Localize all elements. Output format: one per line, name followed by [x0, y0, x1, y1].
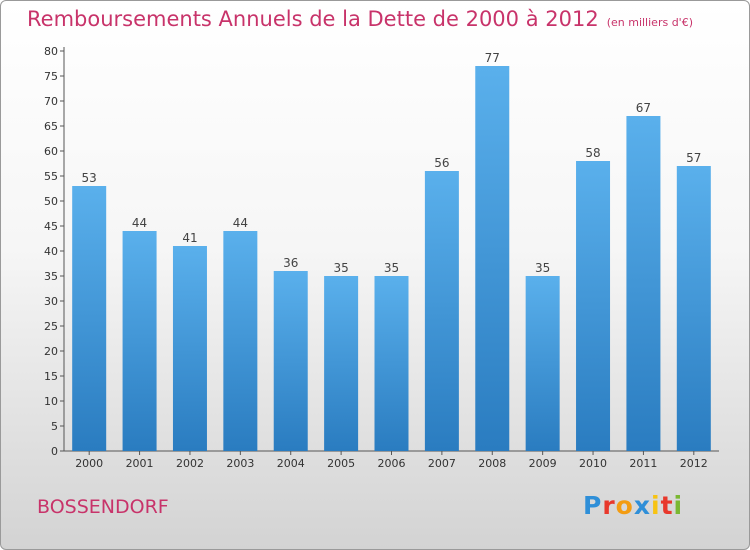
x-tick-label: 2001	[126, 457, 154, 470]
bar-value-label: 57	[686, 151, 701, 165]
logo-letter: t	[660, 491, 674, 520]
bar-value-label: 77	[485, 51, 500, 65]
bar-value-label: 35	[333, 261, 348, 275]
bar-value-label: 36	[283, 256, 298, 270]
y-axis: 0 5 10 15 20 25 30 35 40 45 50 55 60 65 70 75 80	[44, 45, 65, 458]
bar	[374, 276, 409, 451]
chart-title: Remboursements Annuels de la Dette de 20…	[27, 7, 693, 31]
bar	[475, 66, 510, 451]
bar	[626, 116, 661, 451]
town-name: BOSSENDORF	[37, 496, 169, 518]
bar	[223, 231, 258, 451]
chart-title-text: Remboursements Annuels de la Dette de 20…	[27, 7, 599, 31]
y-tick-label: 75	[44, 70, 58, 83]
bar	[424, 171, 459, 451]
bar	[576, 161, 611, 451]
bar	[72, 186, 107, 451]
y-tick-label: 80	[44, 45, 58, 58]
bar-value-label: 35	[384, 261, 399, 275]
y-tick-label: 15	[44, 370, 58, 383]
bar	[324, 276, 359, 451]
y-tick-label: 35	[44, 270, 58, 283]
x-tick-label: 2011	[629, 457, 657, 470]
logo-letter: r	[602, 491, 616, 520]
x-tick-label: 2008	[478, 457, 506, 470]
y-tick-label: 20	[44, 345, 58, 358]
bar	[273, 271, 308, 451]
chart-unit: (en milliers d'€)	[606, 16, 693, 29]
y-tick-label: 5	[51, 420, 58, 433]
bar	[676, 166, 711, 451]
x-tick-label: 2009	[529, 457, 557, 470]
x-tick-label: 2010	[579, 457, 607, 470]
bar-value-label: 56	[434, 156, 449, 170]
bar-value-label: 58	[585, 146, 600, 160]
logo-letter: o	[615, 491, 634, 520]
bar-value-label: 44	[233, 216, 248, 230]
bar-value-label: 44	[132, 216, 147, 230]
bar-value-label: 41	[182, 231, 197, 245]
x-tick-label: 2012	[680, 457, 708, 470]
bar	[122, 231, 157, 451]
x-axis: 2000 2001 2002 2003 2004 2005 2006 2007 2008 2009…	[64, 450, 719, 470]
x-tick-label: 2006	[378, 457, 406, 470]
y-tick-label: 25	[44, 320, 58, 333]
y-tick-label: 50	[44, 195, 58, 208]
x-tick-label: 2002	[176, 457, 204, 470]
y-tick-label: 65	[44, 120, 58, 133]
y-tick-label: 70	[44, 95, 58, 108]
y-tick-label: 45	[44, 220, 58, 233]
bar	[172, 246, 207, 451]
logo-letter: P	[583, 491, 603, 520]
logo-letter: x	[633, 491, 651, 520]
bar-value-label: 53	[82, 171, 97, 185]
x-tick-label: 2007	[428, 457, 456, 470]
y-tick-label: 0	[51, 445, 58, 458]
y-tick-label: 30	[44, 295, 58, 308]
x-tick-label: 2003	[226, 457, 254, 470]
bar-value-label: 35	[535, 261, 550, 275]
logo-letter: i	[673, 491, 684, 520]
bar-value-label: 67	[636, 101, 651, 115]
x-tick-label: 2005	[327, 457, 355, 470]
y-tick-label: 55	[44, 170, 58, 183]
bars: 53 44 41 44 36 35 35 56 77 35 58 67 57	[72, 51, 711, 451]
proxiti-logo: Proxiti	[583, 491, 683, 520]
x-tick-label: 2004	[277, 457, 305, 470]
logo-letter: i	[651, 491, 661, 520]
y-tick-label: 10	[44, 395, 58, 408]
y-tick-label: 40	[44, 245, 58, 258]
y-tick-label: 60	[44, 145, 58, 158]
bar	[525, 276, 560, 451]
x-tick-label: 2000	[75, 457, 103, 470]
